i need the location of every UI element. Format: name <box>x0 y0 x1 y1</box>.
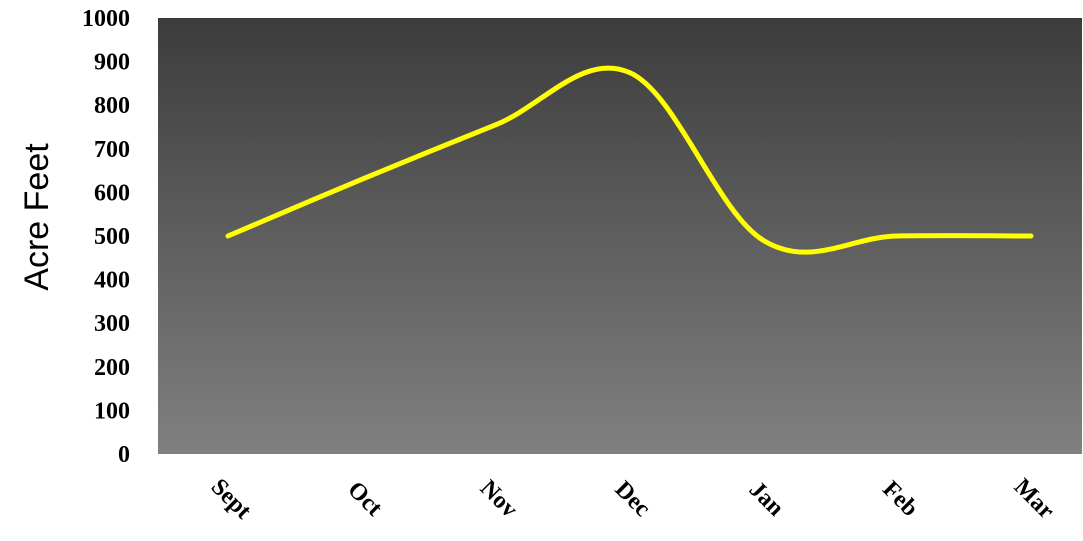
y-tick-label: 200 <box>94 355 130 381</box>
x-tick-label: Feb <box>877 476 923 522</box>
x-axis-ticks: Sept Oct Nov Dec Jan Feb Mar <box>206 474 1060 525</box>
x-tick-label: Sept <box>206 474 256 524</box>
x-tick-label: Nov <box>475 475 523 523</box>
x-tick-label: Jan <box>744 477 789 522</box>
x-tick-label: Dec <box>610 476 656 522</box>
x-tick-label: Oct <box>342 477 387 522</box>
y-tick-label: 100 <box>94 398 130 424</box>
y-tick-label: 700 <box>94 137 130 163</box>
y-tick-label: 800 <box>94 93 130 119</box>
y-tick-label: 900 <box>94 50 130 76</box>
x-tick-label: Mar <box>1009 474 1060 525</box>
y-tick-label: 300 <box>94 311 130 337</box>
y-tick-label: 500 <box>94 224 130 250</box>
y-tick-label: 1000 <box>82 6 130 32</box>
y-tick-label: 0 <box>118 442 130 468</box>
y-axis-ticks: 0 100 200 300 400 500 600 700 800 900 1000 <box>82 6 130 468</box>
y-axis-label: Acre Feet <box>18 143 56 291</box>
y-tick-label: 600 <box>94 180 130 206</box>
y-tick-label: 400 <box>94 268 130 294</box>
